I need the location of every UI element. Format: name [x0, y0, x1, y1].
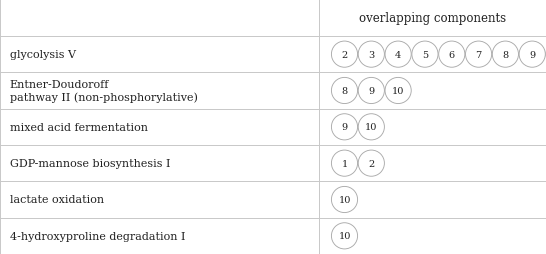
Text: 8: 8: [502, 51, 508, 59]
Text: 3: 3: [368, 51, 375, 59]
Ellipse shape: [385, 78, 411, 104]
Text: 1: 1: [341, 159, 348, 168]
Text: glycolysis V: glycolysis V: [10, 50, 76, 60]
Text: 6: 6: [449, 51, 455, 59]
Ellipse shape: [358, 150, 384, 177]
Text: 9: 9: [529, 51, 535, 59]
Text: 10: 10: [392, 87, 405, 96]
Ellipse shape: [331, 42, 358, 68]
Text: 2: 2: [368, 159, 375, 168]
Text: GDP-mannose biosynthesis I: GDP-mannose biosynthesis I: [10, 158, 170, 168]
Ellipse shape: [358, 42, 384, 68]
Text: 9: 9: [341, 123, 348, 132]
Ellipse shape: [492, 42, 519, 68]
Text: 10: 10: [339, 231, 351, 240]
Text: 4: 4: [395, 51, 401, 59]
Text: 7: 7: [476, 51, 482, 59]
Ellipse shape: [466, 42, 491, 68]
Ellipse shape: [331, 114, 358, 140]
Text: 10: 10: [339, 195, 351, 204]
Ellipse shape: [331, 150, 358, 177]
Ellipse shape: [412, 42, 438, 68]
Text: 10: 10: [365, 123, 377, 132]
Text: lactate oxidation: lactate oxidation: [10, 195, 104, 205]
Text: 8: 8: [341, 87, 348, 96]
Ellipse shape: [358, 78, 384, 104]
Text: overlapping components: overlapping components: [359, 12, 506, 25]
Text: Entner-Doudoroff
pathway II (non-phosphorylative): Entner-Doudoroff pathway II (non-phospho…: [10, 80, 198, 103]
Text: 5: 5: [422, 51, 428, 59]
Ellipse shape: [331, 223, 358, 249]
Text: 9: 9: [368, 87, 375, 96]
Text: mixed acid fermentation: mixed acid fermentation: [10, 122, 148, 132]
Ellipse shape: [331, 78, 358, 104]
Text: 4-hydroxyproline degradation I: 4-hydroxyproline degradation I: [10, 231, 185, 241]
Ellipse shape: [519, 42, 545, 68]
Ellipse shape: [331, 187, 358, 213]
Ellipse shape: [438, 42, 465, 68]
Text: 2: 2: [341, 51, 348, 59]
Ellipse shape: [358, 114, 384, 140]
Ellipse shape: [385, 42, 411, 68]
